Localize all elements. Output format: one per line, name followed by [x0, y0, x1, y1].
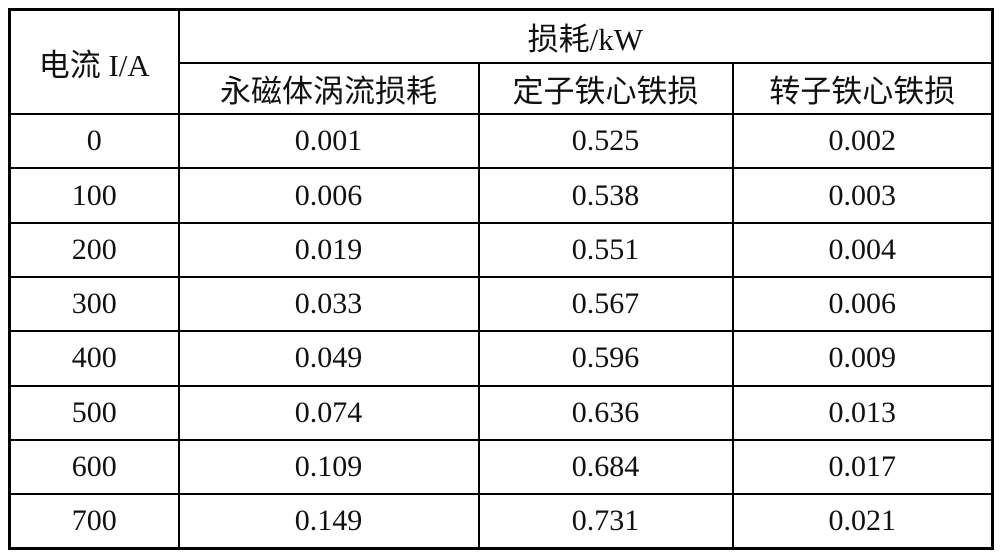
cell-current: 200 [8, 221, 180, 278]
cell-stator-loss: 0.596 [477, 330, 734, 387]
header-stator-loss: 定子铁心铁损 [477, 61, 734, 116]
cell-eddy-loss: 0.019 [177, 221, 480, 278]
cell-rotor-loss: 0.009 [731, 330, 994, 387]
header-eddy-loss: 永磁体涡流损耗 [177, 61, 480, 116]
cell-current: 300 [8, 275, 180, 333]
cell-rotor-loss: 0.003 [731, 167, 994, 224]
cell-eddy-loss: 0.109 [177, 438, 480, 496]
header-loss-group: 损耗/kW [177, 8, 994, 64]
cell-eddy-loss: 0.033 [177, 275, 480, 333]
table-row: 400 0.049 0.596 0.009 [8, 330, 994, 387]
table-row: 300 0.033 0.567 0.006 [8, 275, 994, 333]
cell-eddy-loss: 0.149 [177, 493, 480, 550]
table-row: 0 0.001 0.525 0.002 [8, 113, 994, 170]
cell-current: 100 [8, 167, 180, 224]
cell-current: 700 [8, 493, 180, 550]
cell-rotor-loss: 0.021 [731, 493, 994, 550]
cell-stator-loss: 0.731 [477, 493, 734, 550]
header-current: 电流 I/A [8, 8, 180, 116]
cell-rotor-loss: 0.004 [731, 221, 994, 278]
cell-current: 0 [8, 113, 180, 170]
cell-stator-loss: 0.684 [477, 438, 734, 496]
cell-rotor-loss: 0.017 [731, 438, 994, 496]
cell-eddy-loss: 0.006 [177, 167, 480, 224]
table-row: 500 0.074 0.636 0.013 [8, 384, 994, 441]
cell-rotor-loss: 0.006 [731, 275, 994, 333]
cell-rotor-loss: 0.013 [731, 384, 994, 441]
header-row-sub: 永磁体涡流损耗 定子铁心铁损 转子铁心铁损 [10, 61, 994, 116]
cell-eddy-loss: 0.049 [177, 330, 480, 387]
cell-stator-loss: 0.567 [477, 275, 734, 333]
table-row: 600 0.109 0.684 0.017 [8, 438, 994, 496]
loss-table: 电流 I/A 损耗/kW 永磁体涡流损耗 定子铁心铁损 转子铁心铁损 0 0.0… [8, 8, 995, 550]
table-row: 200 0.019 0.551 0.004 [8, 221, 994, 278]
table-row: 700 0.149 0.731 0.021 [8, 493, 994, 550]
cell-stator-loss: 0.525 [477, 113, 734, 170]
cell-eddy-loss: 0.001 [177, 113, 480, 170]
cell-current: 400 [8, 330, 180, 387]
header-row-top: 电流 I/A 损耗/kW [8, 8, 994, 116]
cell-rotor-loss: 0.002 [731, 113, 994, 170]
cell-stator-loss: 0.636 [477, 384, 734, 441]
cell-current: 500 [8, 384, 180, 441]
cell-current: 600 [8, 438, 180, 496]
header-rotor-loss: 转子铁心铁损 [731, 61, 994, 116]
cell-stator-loss: 0.551 [477, 221, 734, 278]
cell-stator-loss: 0.538 [477, 167, 734, 224]
cell-eddy-loss: 0.074 [177, 384, 480, 441]
table-row: 100 0.006 0.538 0.003 [8, 167, 994, 224]
